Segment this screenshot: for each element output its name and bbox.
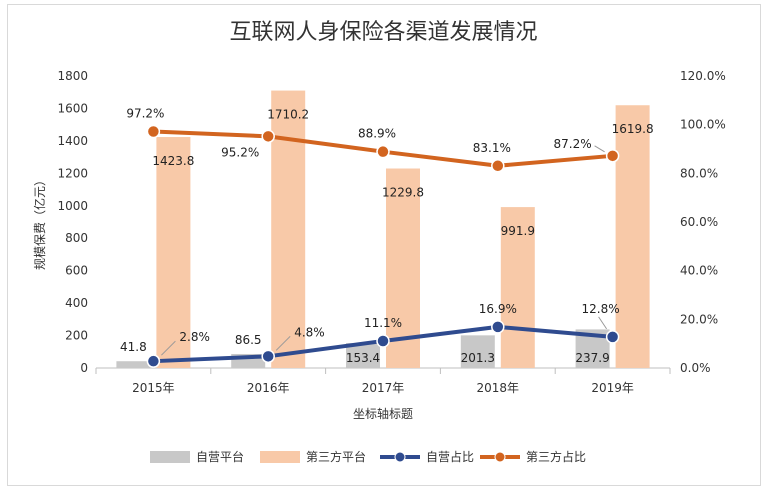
line-label-self-operated: 11.1% bbox=[364, 316, 402, 330]
point-self-operated-share bbox=[491, 320, 505, 334]
axes-layer: 0 200 400 600 800 1000 1200 1400 1600 1800 0.0% 20.… bbox=[32, 69, 726, 421]
x-tick-label: 2016年 bbox=[247, 381, 290, 395]
y2-tick-label: 120.0% bbox=[680, 69, 726, 83]
line-label-third-party: 83.1% bbox=[473, 141, 511, 155]
leader-line bbox=[598, 316, 608, 330]
legend-label-self-operated: 自营平台 bbox=[196, 449, 244, 464]
point-self-operated-share bbox=[261, 349, 275, 364]
line-label-third-party: 88.9% bbox=[358, 127, 396, 141]
bar-label-third-party: 1423.8 bbox=[152, 154, 194, 168]
line-label-third-party: 95.2% bbox=[221, 145, 259, 159]
y2-tick-label: 100.0% bbox=[680, 118, 726, 132]
point-third-party-share bbox=[605, 149, 620, 163]
y2-tick-label: 40.0% bbox=[680, 264, 718, 278]
point-self-operated-share bbox=[146, 354, 161, 368]
bar-label-self-operated: 237.9 bbox=[575, 351, 609, 365]
bar-third-party bbox=[386, 168, 420, 368]
point-third-party-share bbox=[376, 144, 390, 159]
line-label-self-operated: 12.8% bbox=[582, 302, 620, 316]
chart-title: 互联网人身保险各渠道发展情况 bbox=[229, 20, 538, 45]
y-tick-label: 0 bbox=[80, 361, 88, 375]
y-axis-title: 规模保费（亿元） bbox=[32, 174, 47, 270]
legend-marker-self-operated-share bbox=[394, 451, 406, 463]
y2-tick-label: 20.0% bbox=[680, 312, 718, 326]
point-third-party-share bbox=[261, 129, 275, 144]
bar-label-self-operated: 41.8 bbox=[120, 340, 147, 354]
point-third-party-share bbox=[146, 124, 161, 139]
x-tick-label: 2017年 bbox=[362, 381, 405, 395]
legend-label-self-operated-share: 自营占比 bbox=[426, 449, 474, 464]
x-axis-title: 坐标轴标题 bbox=[353, 406, 413, 421]
bar-label-third-party: 1229.8 bbox=[382, 185, 424, 199]
line-label-third-party: 87.2% bbox=[554, 137, 592, 151]
y-tick-label: 1400 bbox=[57, 134, 88, 148]
data-labels-layer: 41.8 1423.8 86.5 1710.2 153.4 1229.8 201.3 991.… bbox=[120, 106, 654, 365]
lines-layer bbox=[146, 124, 620, 368]
leader-line bbox=[275, 335, 291, 351]
y-tick-label: 600 bbox=[65, 264, 88, 278]
y-tick-label: 400 bbox=[65, 296, 88, 310]
legend-swatch-self-operated bbox=[150, 451, 190, 463]
y2-tick-label: 60.0% bbox=[680, 215, 718, 229]
line-label-self-operated: 2.8% bbox=[179, 330, 210, 344]
bar-label-third-party: 1619.8 bbox=[612, 122, 654, 136]
line-label-third-party: 97.2% bbox=[126, 106, 164, 120]
line-label-self-operated: 4.8% bbox=[294, 325, 325, 339]
y-tick-label: 1600 bbox=[57, 101, 88, 115]
bar-third-party bbox=[156, 137, 191, 368]
bar-third-party bbox=[615, 105, 650, 368]
point-third-party-share bbox=[491, 159, 505, 173]
bar-label-third-party: 991.9 bbox=[501, 224, 535, 238]
y2-tick-label: 0.0% bbox=[680, 361, 711, 375]
point-self-operated-share bbox=[605, 330, 620, 344]
bar-self-operated bbox=[116, 361, 151, 368]
legend: 自营平台 第三方平台 自营占比 第三方占比 bbox=[150, 449, 586, 464]
y-tick-label: 200 bbox=[65, 329, 88, 343]
bar-self-operated bbox=[346, 343, 380, 368]
bar-label-self-operated: 153.4 bbox=[346, 351, 380, 365]
bars-layer bbox=[116, 90, 650, 368]
x-tick-label: 2018年 bbox=[477, 381, 520, 395]
legend-swatch-third-party bbox=[260, 451, 300, 463]
leader-line bbox=[594, 145, 605, 153]
point-self-operated-share bbox=[376, 334, 390, 348]
bar-third-party bbox=[500, 207, 535, 368]
bar-label-self-operated: 86.5 bbox=[235, 333, 262, 347]
y2-tick-label: 80.0% bbox=[680, 166, 718, 180]
legend-label-third-party-share: 第三方占比 bbox=[526, 449, 586, 464]
legend-label-third-party: 第三方平台 bbox=[306, 449, 366, 464]
legend-marker-third-party-share bbox=[494, 451, 506, 463]
y-tick-label: 1200 bbox=[57, 166, 88, 180]
bar-label-self-operated: 201.3 bbox=[461, 351, 495, 365]
y-tick-label: 800 bbox=[65, 231, 88, 245]
y-tick-label: 1800 bbox=[57, 69, 88, 83]
x-tick-label: 2019年 bbox=[591, 381, 634, 395]
y-tick-label: 1000 bbox=[57, 199, 88, 213]
leader-line bbox=[161, 340, 176, 356]
x-tick-label: 2015年 bbox=[132, 381, 175, 395]
bar-self-operated bbox=[460, 335, 495, 368]
line-label-self-operated: 16.9% bbox=[479, 302, 517, 316]
bar-label-third-party: 1710.2 bbox=[267, 108, 309, 122]
